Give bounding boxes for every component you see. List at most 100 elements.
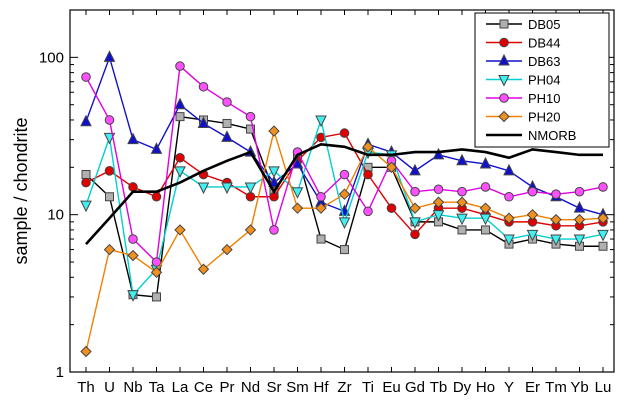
data-point-PH10 [104,115,115,125]
data-point-DB63 [197,116,210,128]
data-point-PH10 [527,186,538,197]
data-point-PH20 [221,243,233,256]
data-point-PH10 [175,61,185,71]
data-point-DB63 [503,163,515,176]
series-NMORB [85,143,603,245]
legend-swatch-marker [498,110,510,123]
data-point-PH04 [197,182,210,195]
data-point-PH20 [174,224,186,236]
data-point-DB63 [479,156,492,169]
legend-label: NMORB [528,128,576,143]
data-point-PH20 [456,196,468,208]
data-point-DB44 [175,152,185,163]
data-point-PH20 [409,202,421,214]
x-tick-label: Yb [570,379,588,396]
data-point-DB63 [150,142,163,154]
data-point-PH10 [222,97,232,107]
data-point-DB05 [81,170,91,180]
x-tick-label: Tm [545,379,567,396]
data-point-PH10 [480,182,491,192]
data-point-DB63 [456,153,468,166]
data-point-PH04 [268,166,280,178]
data-point-PH20 [150,266,163,279]
x-tick-label: Ce [194,379,213,396]
data-point-DB63 [174,97,186,110]
data-point-PH10 [81,72,91,82]
data-point-PH04 [432,210,445,222]
data-point-PH20 [244,224,257,236]
data-point-DB63 [127,132,139,145]
data-point-DB05 [105,192,114,202]
x-tick-label: Y [504,379,514,396]
legend-label: DB63 [528,54,561,69]
data-point-PH20 [503,212,515,224]
x-tick-label: Nb [123,379,142,396]
data-point-DB44 [104,166,115,176]
data-point-DB63 [291,156,304,169]
data-point-PH04 [503,234,515,247]
x-tick-label: Lu [595,379,612,396]
data-point-PH10 [598,182,608,192]
x-tick-label: Ta [149,379,166,396]
data-point-PH20 [362,141,374,153]
legend-item-PH10: PH10 [486,91,561,106]
data-point-PH20 [197,263,210,275]
x-tick-label: Eu [382,379,400,396]
y-tick-label: 10 [47,207,64,224]
data-point-PH10 [574,186,585,197]
data-point-PH04 [244,182,257,195]
data-point-PH04 [573,234,586,247]
data-point-PH04 [550,234,562,247]
x-tick-label: U [104,379,115,396]
data-point-DB63 [103,50,116,62]
data-point-DB05 [598,241,608,251]
y-axis-title: sample / chondrite [11,117,31,264]
data-point-DB05 [457,225,467,235]
legend-label: PH04 [528,73,561,88]
data-point-PH04 [127,290,139,302]
data-point-DB05 [316,234,326,244]
data-point-DB05 [340,245,349,255]
x-tick-label: Nd [241,379,260,396]
legend-swatch-marker [498,75,510,87]
data-point-PH20 [432,196,445,208]
y-tick-label: 1 [56,364,64,381]
data-point-DB05 [175,112,185,122]
data-point-PH20 [479,202,492,214]
data-point-PH10 [339,169,350,180]
data-point-DB44 [81,177,91,188]
data-point-PH20 [385,161,398,174]
legend-swatch-marker [498,53,510,66]
data-point-PH04 [456,213,468,226]
data-point-DB63 [268,175,280,188]
legend-swatch-marker [499,37,509,48]
data-point-PH10 [433,184,444,195]
data-point-PH20 [315,202,327,214]
legend-label: PH10 [528,91,561,106]
data-point-PH10 [457,186,467,197]
legend-item-PH04: PH04 [486,73,561,88]
data-point-PH10 [551,189,561,199]
data-point-DB44 [363,169,373,180]
data-point-PH10 [151,257,162,267]
data-point-PH10 [128,234,138,244]
legend-label: DB44 [528,36,561,51]
x-tick-label: La [172,379,189,396]
legend-label: DB05 [528,17,561,32]
data-point-DB05 [246,124,255,134]
data-point-DB44 [386,203,397,213]
data-point-PH20 [291,202,304,214]
data-point-DB44 [339,128,350,138]
legend-label: PH20 [528,110,561,125]
data-point-PH04 [338,217,351,229]
data-point-PH04 [174,166,186,178]
data-point-PH04 [221,182,233,195]
x-tick-label: Gd [405,379,425,396]
data-point-PH10 [363,206,373,217]
x-tick-label: Sm [286,379,309,396]
series-PH10 [81,61,608,267]
x-tick-label: Pr [220,379,235,396]
data-point-PH10 [410,186,420,197]
legend-item-DB44: DB44 [486,36,561,51]
